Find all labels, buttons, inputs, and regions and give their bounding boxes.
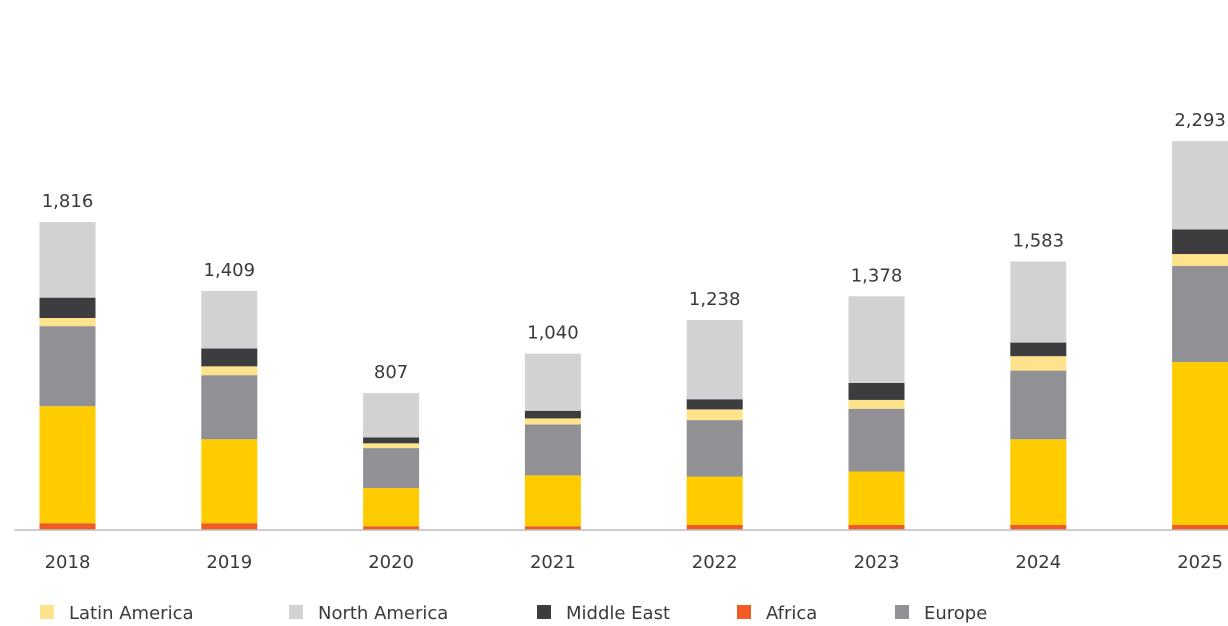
legend-label-north-america: North America [318,603,448,624]
bar-segment-africa-2019 [201,523,258,530]
bar-segment-europe-2023 [848,408,905,472]
legend-item-latin-america: Latin America [40,603,194,624]
x-tick-label-2024: 2024 [1015,552,1061,573]
bar-segment-africa-2018 [39,523,96,530]
legend-item-europe: Europe [895,603,987,624]
total-label-2020: 807 [374,362,408,383]
bar-segment-europe-2021 [524,424,581,476]
legend-swatch-africa [737,605,751,619]
legend-item-north-america: North America [289,603,448,624]
x-tick-label-2022: 2022 [692,552,738,573]
bar-segment-middle-east-2022 [686,399,743,410]
bar-segment-africa-2023 [848,524,905,530]
bar-segment-asia-2024 [1010,439,1067,525]
total-label-2019: 1,409 [204,260,256,281]
bar-segment-europe-2020 [363,448,420,489]
total-label-2022: 1,238 [689,289,741,310]
bar-segment-latin-america-2021 [524,418,581,425]
bar-segment-north-america-2022 [686,320,743,400]
bar-segment-latin-america-2025 [1172,254,1228,266]
bars-layer [39,141,1228,530]
legend-swatch-latin-america [40,605,54,619]
bar-segment-asia-2018 [39,406,96,524]
bar-segment-europe-2022 [686,420,743,477]
bar-segment-asia-2019 [201,439,258,524]
bar-segment-europe-2024 [1010,370,1067,440]
total-label-2024: 1,583 [1013,231,1065,252]
bar-segment-latin-america-2024 [1010,356,1067,371]
bar-segment-north-america-2023 [848,296,905,383]
bar-segment-middle-east-2024 [1010,342,1067,357]
bar-segment-africa-2024 [1010,524,1067,530]
bar-segment-north-america-2018 [39,222,96,298]
bar-segment-latin-america-2019 [201,366,258,376]
bar-segment-latin-america-2022 [686,409,743,421]
x-tick-label-2021: 2021 [530,552,576,573]
bar-segment-africa-2022 [686,524,743,530]
bar-segment-north-america-2021 [524,353,581,411]
total-label-2021: 1,040 [527,323,579,344]
bar-segment-middle-east-2020 [363,437,420,444]
legend-item-middle-east: Middle East [537,603,670,624]
legend-swatch-north-america [289,605,303,619]
bar-segment-asia-2022 [686,476,743,525]
x-tick-label-2023: 2023 [854,552,900,573]
bar-segment-asia-2020 [363,488,420,527]
bar-segment-asia-2023 [848,471,905,525]
total-labels: 1,816 1,409 807 1,040 1,238 1,378 1,583 2,293 [42,110,1226,383]
x-tick-labels: 2018 2019 2020 2021 2022 2023 2024 2025 [45,552,1223,573]
bar-segment-europe-2019 [201,375,258,440]
bar-segment-north-america-2024 [1010,261,1067,343]
bar-segment-latin-america-2023 [848,399,905,409]
total-label-2025: 2,293 [1174,110,1226,131]
bar-segment-middle-east-2019 [201,348,258,367]
x-tick-label-2019: 2019 [206,552,252,573]
legend-swatch-europe [895,605,909,619]
bar-segment-europe-2025 [1172,265,1228,363]
bar-segment-middle-east-2018 [39,297,96,318]
x-tick-label-2018: 2018 [45,552,91,573]
legend-label-middle-east: Middle East [566,603,670,624]
legend: Latin America North America Middle East Afr… [40,603,987,624]
bar-segment-middle-east-2021 [524,410,581,419]
bar-segment-middle-east-2025 [1172,229,1228,255]
bar-segment-asia-2025 [1172,362,1228,525]
legend-item-africa: Africa [737,603,817,624]
bar-segment-middle-east-2023 [848,382,905,400]
legend-label-europe: Europe [924,603,987,624]
legend-label-africa: Africa [766,603,817,624]
total-label-2023: 1,378 [851,265,903,286]
x-tick-label-2020: 2020 [368,552,414,573]
bar-segment-africa-2020 [363,526,420,530]
x-tick-label-2025: 2025 [1177,552,1223,573]
legend-swatch-middle-east [537,605,551,619]
bar-segment-latin-america-2018 [39,318,96,327]
bar-segment-north-america-2025 [1172,141,1228,230]
bar-segment-asia-2021 [524,475,581,527]
bar-segment-europe-2018 [39,326,96,407]
total-label-2018: 1,816 [42,191,94,212]
bar-segment-africa-2025 [1172,524,1228,530]
bar-segment-africa-2021 [524,526,581,530]
bar-segment-north-america-2020 [363,393,420,438]
bar-segment-latin-america-2020 [363,443,420,449]
legend-label-latin-america: Latin America [69,603,194,624]
bar-segment-north-america-2019 [201,291,258,349]
